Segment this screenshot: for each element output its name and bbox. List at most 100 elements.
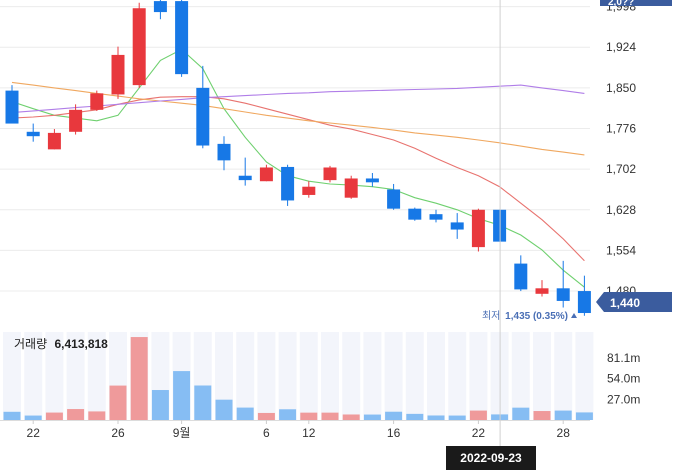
svg-text:2022-09-23: 2022-09-23 [460,451,522,465]
x-tick-label: 16 [387,426,401,440]
volume-bar[interactable] [194,385,212,421]
candle[interactable] [450,213,464,239]
volume-bar[interactable] [469,410,487,420]
y-tick-label: 1,554 [606,243,636,257]
moving-average-line-2 [11,96,585,262]
volume-bar[interactable] [575,412,593,420]
candle[interactable] [26,123,40,142]
volume-slot [469,332,488,420]
volume-bar[interactable] [130,337,148,420]
volume-tick-label: 27.0m [607,392,640,406]
candle[interactable] [196,65,210,149]
candle[interactable] [514,255,528,292]
volume-bar[interactable] [45,412,63,420]
candle[interactable] [281,164,295,206]
candle[interactable] [302,181,316,198]
candle[interactable] [387,183,401,210]
volume-slot [554,332,573,420]
moving-average-lines [11,48,585,288]
candle[interactable] [217,136,231,171]
candle-body [323,167,337,181]
volume-bar[interactable] [406,413,424,420]
candle-body [471,209,485,248]
volume-bar[interactable] [512,407,530,420]
svg-text:1,440: 1,440 [610,296,640,310]
volume-bar[interactable] [215,399,233,420]
candle-body [387,189,401,209]
low-marker-arrow-icon [571,313,577,318]
candle[interactable] [238,157,252,186]
candle[interactable] [111,46,125,99]
volume-bar[interactable] [257,412,275,420]
volume-bar[interactable] [67,409,85,420]
volume-bar[interactable] [427,415,445,420]
volume-bar[interactable] [363,414,381,420]
volume-bar[interactable] [88,411,106,420]
candles[interactable] [5,0,591,316]
volume-bar[interactable] [236,407,254,420]
candle-body [47,132,61,150]
volume-bar[interactable] [151,390,169,420]
y-tick-label: 1,776 [606,122,636,136]
candle-body [408,208,422,220]
volume-slot [45,332,64,420]
candle[interactable] [259,164,273,182]
candle-body [344,178,358,198]
volume-bar[interactable] [109,385,127,420]
volume-bar[interactable] [300,412,318,420]
volume-bar[interactable] [3,411,21,420]
current-price-badge: 1,440 [596,292,672,312]
volume-bar[interactable] [533,411,551,420]
volume-bar[interactable] [321,412,339,420]
crosshair-date-badge: 2022-09-23 [446,446,536,470]
candle-body [175,1,189,75]
volume-slot [24,332,43,420]
candle-body [365,178,379,183]
x-tick-label: 12 [302,426,316,440]
candle-body [556,288,570,301]
candle-body [132,8,146,86]
candle[interactable] [556,260,570,308]
moving-average-line-4 [11,84,585,114]
volume-bar[interactable] [554,410,572,420]
volume-bars[interactable] [3,337,593,421]
candle[interactable] [323,165,337,183]
x-tick-label: 6 [263,426,270,440]
candle[interactable] [153,0,167,20]
candle-body [217,143,231,161]
volume-slot [511,332,530,420]
moving-average-line-1 [11,48,585,288]
candle[interactable] [344,175,358,199]
volume-bar[interactable] [173,371,191,420]
candle[interactable] [429,209,443,223]
candle[interactable] [175,0,189,77]
candle[interactable] [90,90,104,111]
candle[interactable] [535,280,549,297]
candle-body [302,186,316,195]
candle[interactable] [69,104,83,135]
volume-slot [257,332,276,420]
volume-bar[interactable] [24,415,42,420]
volume-slot [363,332,382,420]
volume-slot [405,332,424,420]
candle[interactable] [5,85,19,124]
y-tick-label: 1,924 [606,40,636,54]
volume-slot [342,332,361,420]
volume-bar[interactable] [385,411,403,420]
candle[interactable] [47,129,61,150]
volume-slot [3,332,21,420]
candle[interactable] [471,208,485,252]
candle[interactable] [577,275,591,316]
volume-tick-label: 54.0m [607,372,640,386]
volume-bar[interactable] [342,414,360,420]
candle[interactable] [408,207,422,221]
candle[interactable] [132,2,146,88]
moving-average-line-3 [11,81,585,156]
volume-bar[interactable] [279,409,297,420]
candle-body [450,222,464,230]
candle[interactable] [365,172,379,187]
candle-body [577,291,591,314]
volume-bar[interactable] [448,415,466,420]
